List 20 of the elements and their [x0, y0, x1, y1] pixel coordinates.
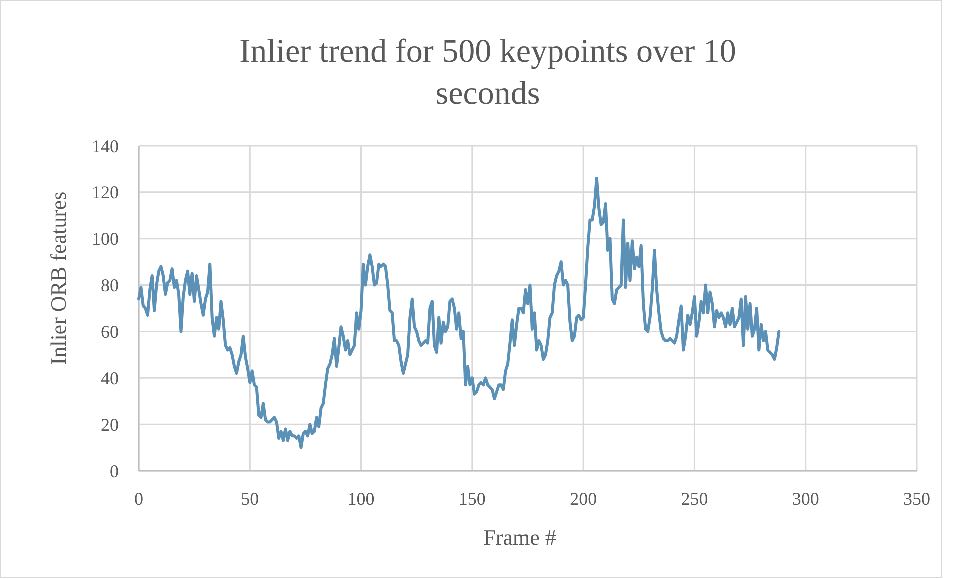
- x-tick-label: 200: [570, 489, 598, 509]
- x-tick-label: 150: [458, 489, 486, 509]
- y-tick-label: 0: [110, 461, 119, 482]
- line-series: [138, 177, 781, 450]
- y-tick-label: 40: [101, 368, 119, 388]
- x-tick-label: 350: [904, 489, 930, 509]
- y-tick-label: 80: [101, 276, 119, 296]
- x-tick-label: 100: [348, 489, 375, 509]
- x-tick-label: 300: [792, 489, 820, 509]
- chart-title: Inlier trend for 500 keypoints over 10 seconds: [240, 34, 736, 112]
- x-tick-label: 50: [241, 489, 260, 509]
- x-tick-label: 250: [681, 489, 708, 509]
- y-tick-label: 100: [92, 229, 119, 250]
- y-tick-label: 140: [92, 136, 119, 156]
- y-tick-label: 120: [92, 182, 119, 203]
- y-tick-label: 60: [101, 322, 119, 342]
- y-axis-title: Inlier ORB features: [46, 192, 71, 366]
- x-tick-label: 0: [134, 489, 144, 509]
- y-tick-label: 20: [101, 414, 119, 435]
- x-axis-title: Frame #: [484, 525, 556, 550]
